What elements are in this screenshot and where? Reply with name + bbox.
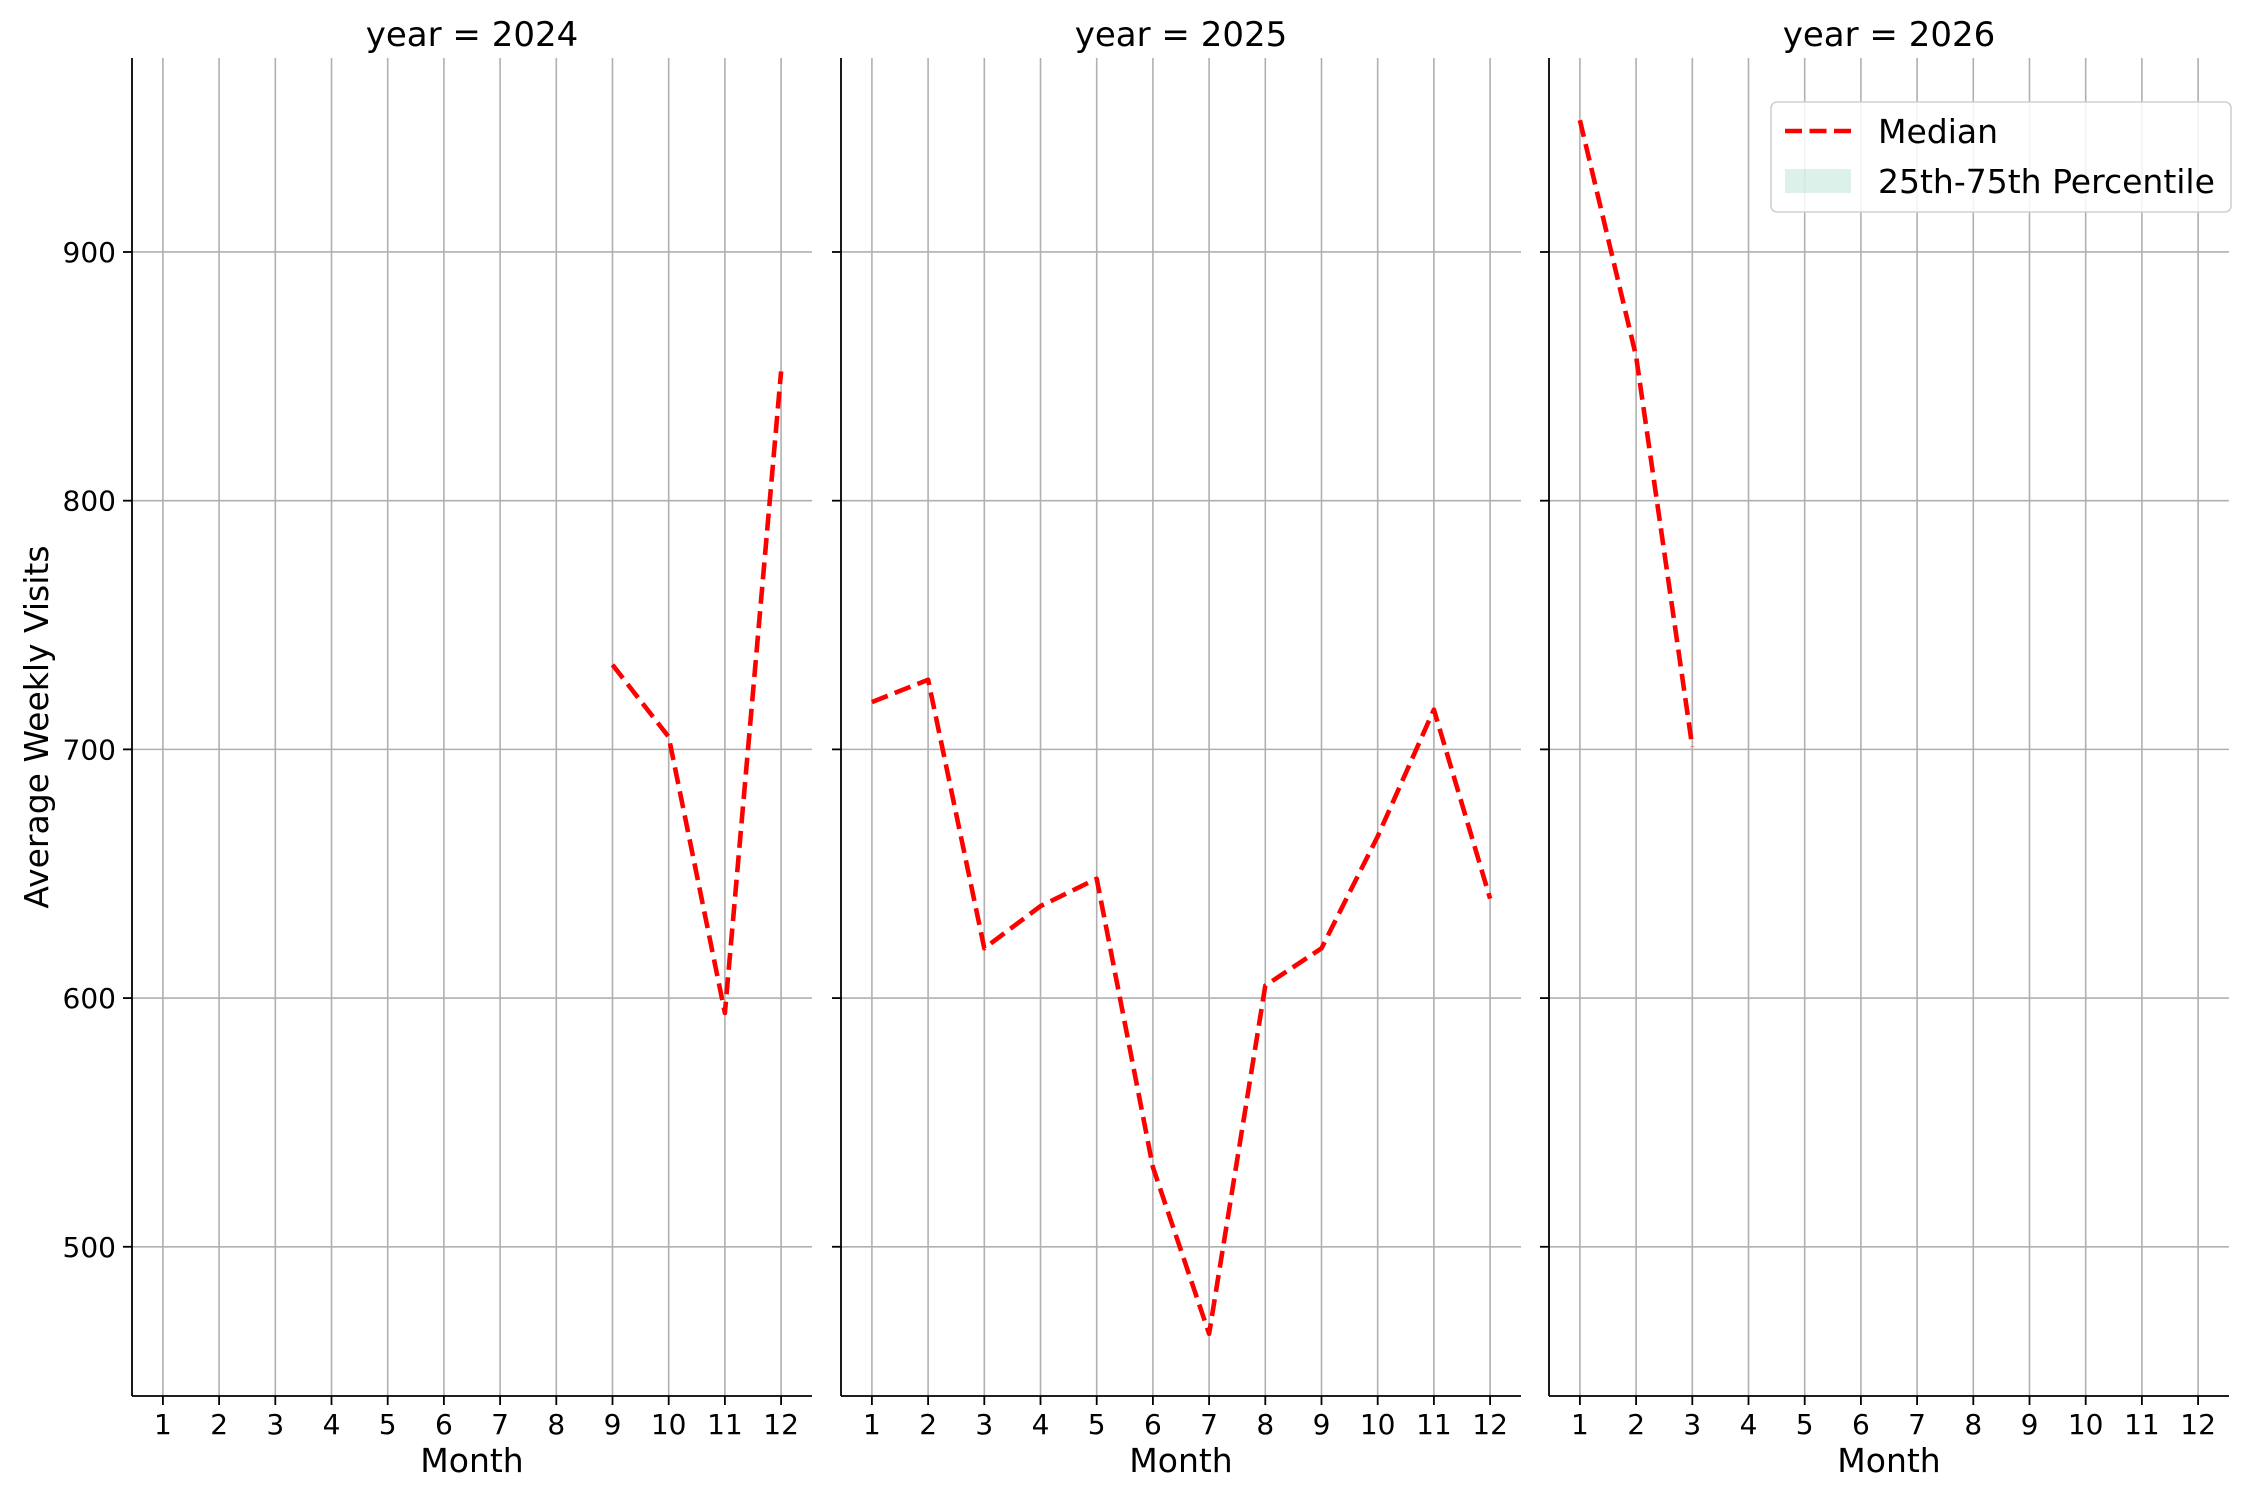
x-tick-label: 10 bbox=[2068, 1408, 2104, 1441]
x-tick-label: 4 bbox=[323, 1408, 341, 1441]
x-tick-label: 9 bbox=[1313, 1408, 1331, 1441]
legend-label: Median bbox=[1878, 112, 1998, 151]
x-tick-label: 12 bbox=[1472, 1408, 1508, 1441]
y-tick-label: 500 bbox=[63, 1231, 116, 1264]
x-tick-label: 1 bbox=[863, 1408, 881, 1441]
y-tick-label: 700 bbox=[63, 733, 116, 766]
x-tick-label: 10 bbox=[1360, 1408, 1396, 1441]
x-tick-label: 7 bbox=[1908, 1408, 1926, 1441]
x-tick-label: 8 bbox=[1964, 1408, 1982, 1441]
panel-title: year = 2024 bbox=[366, 15, 578, 55]
x-axis-label: Month bbox=[420, 1441, 523, 1480]
x-tick-label: 6 bbox=[1144, 1408, 1162, 1441]
x-tick-label: 2 bbox=[919, 1408, 937, 1441]
x-tick-label: 9 bbox=[604, 1408, 622, 1441]
x-tick-label: 3 bbox=[1683, 1408, 1701, 1441]
x-tick-label: 6 bbox=[435, 1408, 453, 1441]
y-axis-label: Average Weekly Visits bbox=[17, 545, 56, 908]
y-tick-label: 800 bbox=[63, 485, 116, 518]
x-tick-label: 12 bbox=[763, 1408, 799, 1441]
x-tick-label: 10 bbox=[651, 1408, 687, 1441]
y-tick-label: 900 bbox=[63, 236, 116, 269]
x-tick-label: 12 bbox=[2180, 1408, 2216, 1441]
median-line bbox=[610, 371, 784, 1016]
x-tick-label: 5 bbox=[1088, 1408, 1106, 1441]
x-axis-label: Month bbox=[1129, 1441, 1232, 1480]
x-tick-label: 4 bbox=[1032, 1408, 1050, 1441]
x-axis-label: Month bbox=[1837, 1441, 1940, 1480]
x-tick-label: 8 bbox=[1256, 1408, 1274, 1441]
x-tick-label: 5 bbox=[1796, 1408, 1814, 1441]
x-tick-label: 2 bbox=[1627, 1408, 1645, 1441]
x-tick-label: 9 bbox=[2021, 1408, 2039, 1441]
x-tick-label: 11 bbox=[2124, 1408, 2160, 1441]
x-tick-label: 5 bbox=[379, 1408, 397, 1441]
median-line bbox=[1577, 119, 1695, 748]
x-tick-label: 1 bbox=[1571, 1408, 1589, 1441]
x-tick-label: 3 bbox=[975, 1408, 993, 1441]
x-tick-label: 8 bbox=[547, 1408, 565, 1441]
x-tick-label: 6 bbox=[1852, 1408, 1870, 1441]
panel-title: year = 2025 bbox=[1075, 15, 1287, 55]
panel-title: year = 2026 bbox=[1783, 15, 1995, 55]
legend-swatch-band bbox=[1785, 169, 1851, 193]
x-tick-label: 7 bbox=[491, 1408, 509, 1441]
x-tick-label: 11 bbox=[707, 1408, 743, 1441]
x-tick-label: 11 bbox=[1416, 1408, 1452, 1441]
x-tick-label: 4 bbox=[1740, 1408, 1758, 1441]
legend-label: 25th-75th Percentile bbox=[1878, 162, 2215, 201]
y-tick-label: 600 bbox=[63, 982, 116, 1015]
legend: Median 25th-75th Percentile bbox=[1770, 101, 2232, 213]
x-tick-label: 2 bbox=[210, 1408, 228, 1441]
x-tick-label: 1 bbox=[154, 1408, 172, 1441]
legend-frame bbox=[1770, 101, 2232, 213]
x-tick-label: 7 bbox=[1200, 1408, 1218, 1441]
median-line bbox=[871, 677, 1493, 1337]
x-tick-label: 3 bbox=[266, 1408, 284, 1441]
